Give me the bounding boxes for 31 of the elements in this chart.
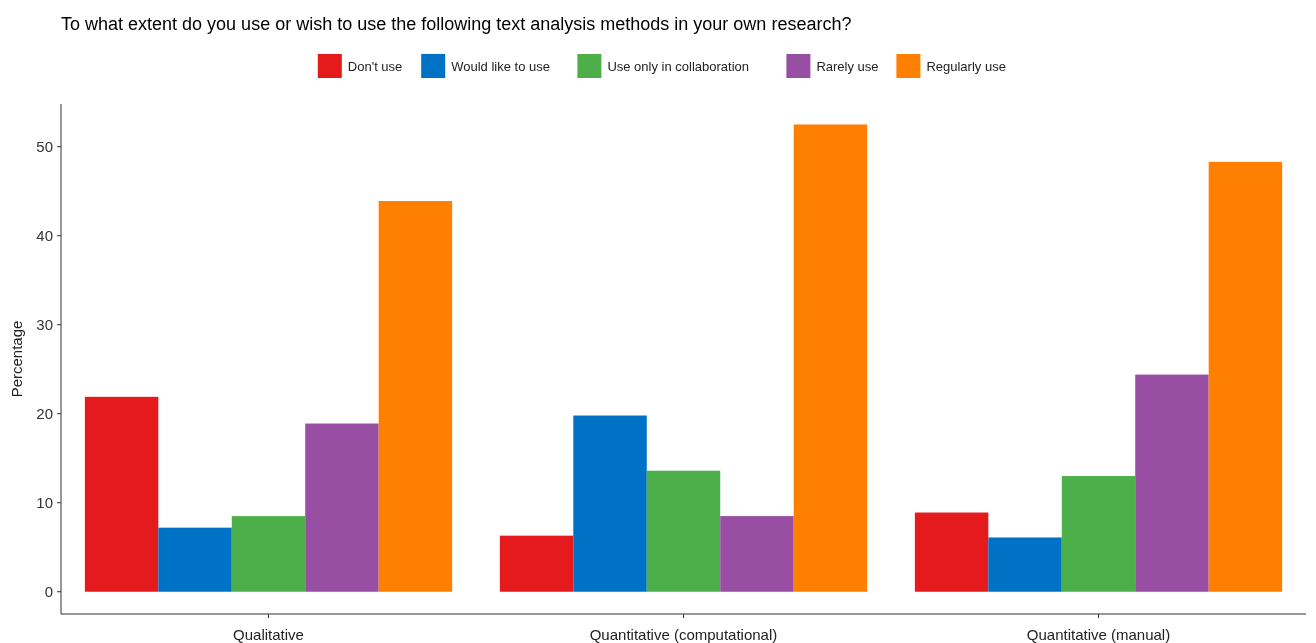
bar xyxy=(305,423,379,592)
y-tick-label: 10 xyxy=(36,493,53,511)
bar xyxy=(1208,161,1283,592)
y-tick-label: 20 xyxy=(36,404,53,422)
y-tick-label: 0 xyxy=(44,583,53,600)
bar xyxy=(499,535,574,592)
legend-label: Use only in collaboration xyxy=(607,58,750,74)
bar xyxy=(231,516,306,592)
legend-label: Don't use xyxy=(347,58,403,74)
bar xyxy=(1061,476,1136,592)
bar xyxy=(158,527,232,592)
bar xyxy=(84,396,159,592)
bar xyxy=(793,124,868,592)
bar xyxy=(646,470,721,592)
bar xyxy=(378,201,453,592)
legend-label: Rarely use xyxy=(816,58,879,74)
bar xyxy=(988,537,1062,592)
x-tick-label: Quantitative (manual) xyxy=(1026,626,1171,643)
legend-label: Would like to use xyxy=(451,58,550,74)
bar xyxy=(720,516,794,592)
bar xyxy=(914,512,989,592)
bar xyxy=(573,415,647,592)
y-tick-label: 30 xyxy=(36,315,53,333)
y-axis-title: Percentage xyxy=(8,320,25,398)
bar xyxy=(1135,374,1209,592)
y-tick-label: 50 xyxy=(36,137,53,155)
x-tick-label: Quantitative (computational) xyxy=(589,626,778,643)
legend-label: Regularly use xyxy=(926,58,1006,74)
y-tick-label: 40 xyxy=(36,226,53,244)
x-tick-label: Qualitative xyxy=(233,626,304,643)
chart-title: To what extent do you use or wish to use the following text analysis methods in your own research? xyxy=(61,14,852,34)
